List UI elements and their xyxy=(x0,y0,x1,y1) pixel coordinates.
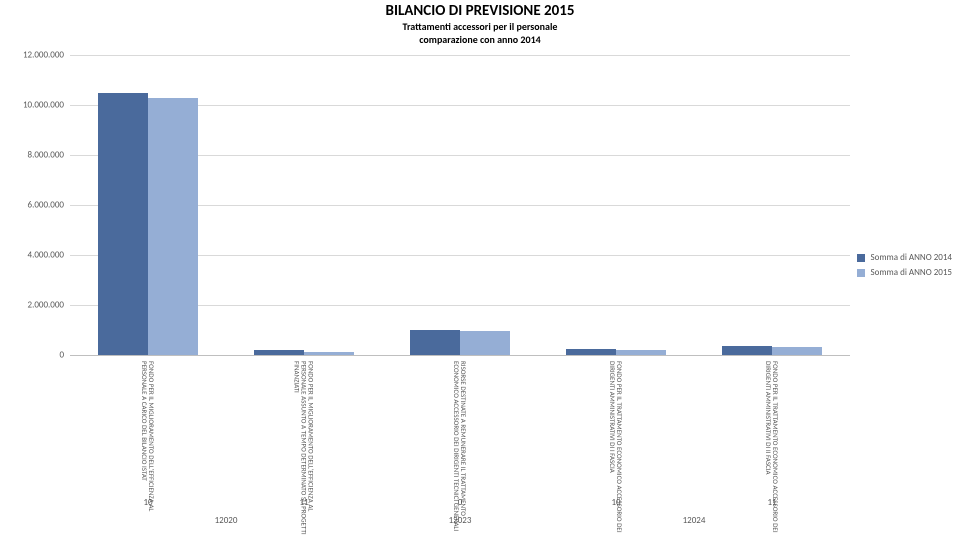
legend-swatch-icon xyxy=(857,269,865,277)
bar xyxy=(254,350,304,355)
y-tick-label: 6.000.000 xyxy=(0,200,64,211)
title-block: BILANCIO DI PREVISIONE 2015 Trattamenti … xyxy=(0,2,960,46)
bar xyxy=(304,352,354,355)
group-code-label: 12024 xyxy=(538,515,850,526)
chart-page: BILANCIO DI PREVISIONE 2015 Trattamenti … xyxy=(0,0,960,547)
legend-label-2014: Somma di ANNO 2014 xyxy=(870,252,952,263)
group-code-label: 12023 xyxy=(382,515,538,526)
sub-code-label: 11 xyxy=(264,497,344,508)
y-tick-label: 8.000.000 xyxy=(0,150,64,161)
chart-subtitle-1: Trattamenti accessori per il personale xyxy=(0,20,960,33)
chart-title: BILANCIO DI PREVISIONE 2015 xyxy=(0,2,960,20)
y-tick-label: 12.000.000 xyxy=(0,50,64,61)
chart-area: 02.000.0004.000.0006.000.0008.000.00010.… xyxy=(70,55,850,375)
bar xyxy=(772,347,822,355)
group-code-label: 12020 xyxy=(70,515,382,526)
y-tick-label: 0 xyxy=(0,350,64,361)
chart-legend: Somma di ANNO 2014 Somma di ANNO 2015 xyxy=(857,252,952,282)
bar xyxy=(616,350,666,355)
sub-code-label: 11 xyxy=(732,497,812,508)
legend-swatch-icon xyxy=(857,254,865,262)
legend-item-2015: Somma di ANNO 2015 xyxy=(857,267,952,278)
bar xyxy=(460,331,510,355)
legend-label-2015: Somma di ANNO 2015 xyxy=(870,267,952,278)
bar xyxy=(566,349,616,355)
y-tick-label: 2.000.000 xyxy=(0,300,64,311)
bar xyxy=(410,330,460,355)
bar xyxy=(98,93,148,356)
chart-subtitle-2: comparazione con anno 2014 xyxy=(0,33,960,46)
sub-code-label: 0 xyxy=(420,497,500,508)
legend-item-2014: Somma di ANNO 2014 xyxy=(857,252,952,263)
plot-region xyxy=(70,55,850,356)
bar xyxy=(148,98,198,356)
sub-code-label: 10 xyxy=(108,497,188,508)
y-tick-label: 4.000.000 xyxy=(0,250,64,261)
y-tick-label: 10.000.000 xyxy=(0,100,64,111)
bar xyxy=(722,346,772,356)
gridline xyxy=(70,55,850,56)
sub-code-label: 10 xyxy=(576,497,656,508)
